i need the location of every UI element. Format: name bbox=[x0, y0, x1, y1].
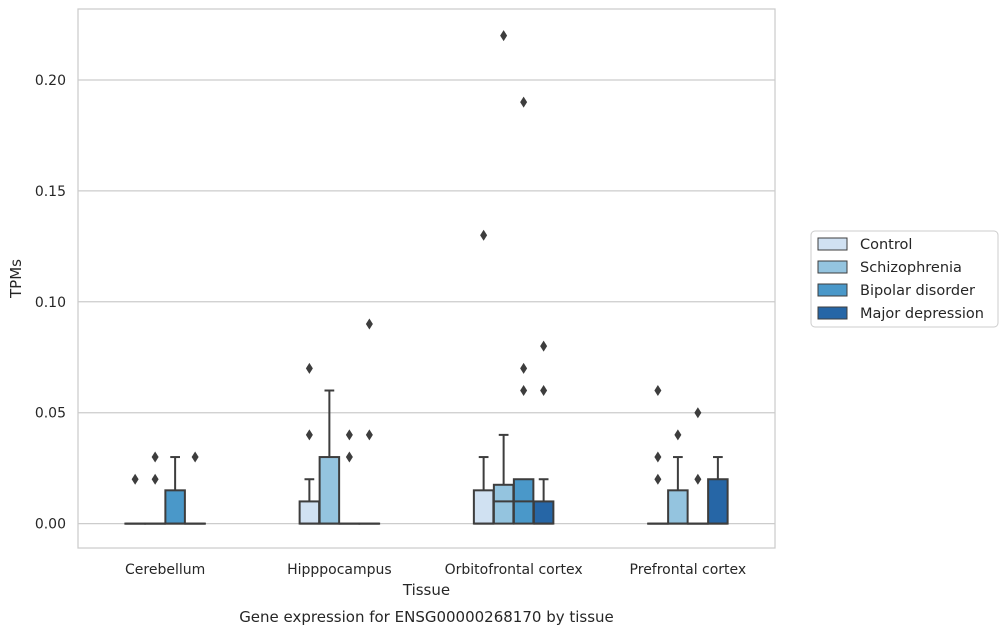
outlier-marker bbox=[540, 385, 548, 397]
outlier-marker bbox=[365, 318, 373, 330]
box-body bbox=[492, 483, 515, 525]
outlier-marker bbox=[345, 429, 353, 441]
outlier-marker bbox=[191, 451, 199, 463]
box-3-0 bbox=[184, 451, 206, 525]
box-3-2 bbox=[532, 340, 555, 525]
y-tick-label: 0.15 bbox=[35, 184, 66, 200]
outlier-marker bbox=[520, 362, 528, 374]
outlier-marker bbox=[500, 30, 508, 42]
box-0-2 bbox=[472, 229, 495, 525]
outlier-marker bbox=[654, 385, 662, 397]
legend-swatch bbox=[817, 260, 848, 274]
box-1-2 bbox=[492, 30, 515, 525]
legend-swatch bbox=[817, 237, 848, 251]
x-tick-label: Hipppocampus bbox=[287, 562, 392, 578]
outlier-marker bbox=[345, 451, 353, 463]
box-body bbox=[532, 500, 555, 525]
outlier-marker bbox=[305, 362, 313, 374]
outlier-marker bbox=[365, 429, 373, 441]
outlier-marker bbox=[305, 429, 313, 441]
y-tick-label: 0.05 bbox=[35, 406, 66, 422]
x-tick-label: Cerebellum bbox=[125, 562, 205, 578]
legend: Control Schizophrenia Bipolar disorder Majo… bbox=[810, 230, 999, 328]
box-2-0 bbox=[164, 456, 186, 525]
box-body bbox=[667, 489, 689, 525]
outlier-marker bbox=[694, 407, 702, 419]
y-tick-label: 0.10 bbox=[35, 295, 66, 311]
x-tick-label: Orbitofrontal cortex bbox=[445, 562, 583, 578]
legend-entry: Schizophrenia bbox=[860, 260, 962, 276]
legend-entry: Major depression bbox=[860, 306, 984, 322]
box-body bbox=[318, 456, 341, 525]
outlier-marker bbox=[674, 429, 682, 441]
box-1-1 bbox=[318, 389, 341, 525]
outlier-marker bbox=[520, 385, 528, 397]
x-axis-label: Tissue bbox=[402, 581, 450, 599]
outlier-marker bbox=[694, 473, 702, 485]
y-tick-label: 0.20 bbox=[35, 73, 66, 89]
box-body bbox=[298, 500, 321, 525]
chart-title: Gene expression for ENSG00000268170 by t… bbox=[239, 608, 614, 626]
outlier-marker bbox=[654, 473, 662, 485]
legend-frame bbox=[810, 230, 999, 328]
legend-entry: Control bbox=[860, 237, 912, 253]
outlier-marker bbox=[151, 451, 159, 463]
box-body bbox=[164, 489, 186, 525]
y-tick-labels: 0.00 0.05 0.10 0.15 0.20 bbox=[35, 73, 66, 533]
x-tick-labels: Cerebellum Hipppocampus Orbitofrontal cort… bbox=[125, 562, 746, 578]
outlier-marker bbox=[520, 96, 528, 108]
legend-swatch bbox=[817, 306, 848, 320]
box-2-1 bbox=[338, 429, 361, 525]
outlier-marker bbox=[480, 229, 488, 241]
box-body bbox=[472, 489, 495, 525]
legend-swatch bbox=[817, 283, 848, 297]
legend-entry: Bipolar disorder bbox=[860, 283, 975, 299]
box-body bbox=[707, 478, 729, 525]
box-2-3 bbox=[687, 407, 709, 525]
box-1-3 bbox=[667, 429, 689, 525]
y-tick-label: 0.00 bbox=[35, 517, 66, 533]
box-3-1 bbox=[358, 318, 381, 525]
outlier-marker bbox=[654, 451, 662, 463]
box-3-3 bbox=[707, 456, 729, 525]
outlier-marker bbox=[131, 473, 139, 485]
outlier-marker bbox=[540, 340, 548, 352]
plot-area bbox=[124, 30, 729, 525]
y-axis-label: TPMs bbox=[7, 259, 25, 299]
outlier-marker bbox=[151, 473, 159, 485]
x-tick-label: Prefrontal cortex bbox=[630, 562, 747, 578]
plot-frame bbox=[77, 8, 776, 549]
